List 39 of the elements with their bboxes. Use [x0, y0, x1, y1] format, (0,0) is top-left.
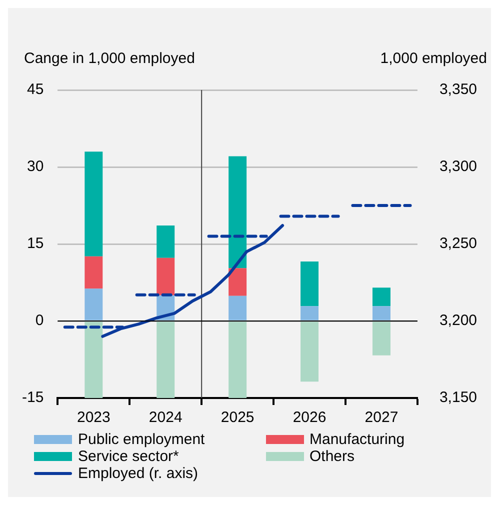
- y2-axis-title: 1,000 employed: [380, 50, 487, 67]
- y-axis-title: Cange in 1,000 employed: [24, 50, 195, 67]
- x-tick-label: 2024: [148, 409, 182, 426]
- bar: [156, 258, 175, 296]
- bar: [228, 296, 247, 320]
- y2-tick-label: 3,150: [439, 389, 478, 406]
- y-tick-label: 45: [26, 81, 44, 98]
- y2-tick-label: 3,250: [439, 235, 478, 252]
- y-tick-label: 30: [26, 158, 44, 176]
- y2-tick-label: 3,200: [439, 312, 478, 330]
- bar: [228, 268, 247, 296]
- bar: [84, 152, 103, 256]
- legend-label: Employed (r. axis): [78, 465, 198, 482]
- legend-label: Manufacturing: [310, 431, 405, 448]
- y2-tick-label: 3,350: [439, 81, 478, 98]
- legend-label: Others: [310, 448, 355, 465]
- bar: [372, 288, 390, 306]
- bar: [84, 256, 103, 289]
- bar: [372, 322, 390, 356]
- legend-label: Service sector*: [78, 448, 179, 465]
- y2-tick-label: 3,300: [439, 158, 478, 176]
- x-tick-label: 2025: [220, 409, 254, 426]
- bar: [84, 288, 103, 320]
- bar: [228, 322, 247, 398]
- bar: [156, 226, 175, 258]
- y-tick-label: 0: [35, 312, 44, 330]
- bar: [300, 261, 319, 306]
- bar: [300, 306, 319, 320]
- bar: [228, 156, 247, 268]
- bar: [156, 322, 175, 398]
- bar: [300, 322, 319, 382]
- y-tick-label: 15: [26, 235, 44, 252]
- bar: [372, 306, 390, 320]
- bar: [84, 322, 103, 398]
- x-tick-label: 2023: [76, 409, 110, 426]
- legend-label: Public employment: [78, 431, 205, 448]
- x-tick-label: 2027: [364, 409, 398, 426]
- x-tick-label: 2026: [292, 409, 326, 426]
- y-tick-label: -15: [22, 389, 44, 406]
